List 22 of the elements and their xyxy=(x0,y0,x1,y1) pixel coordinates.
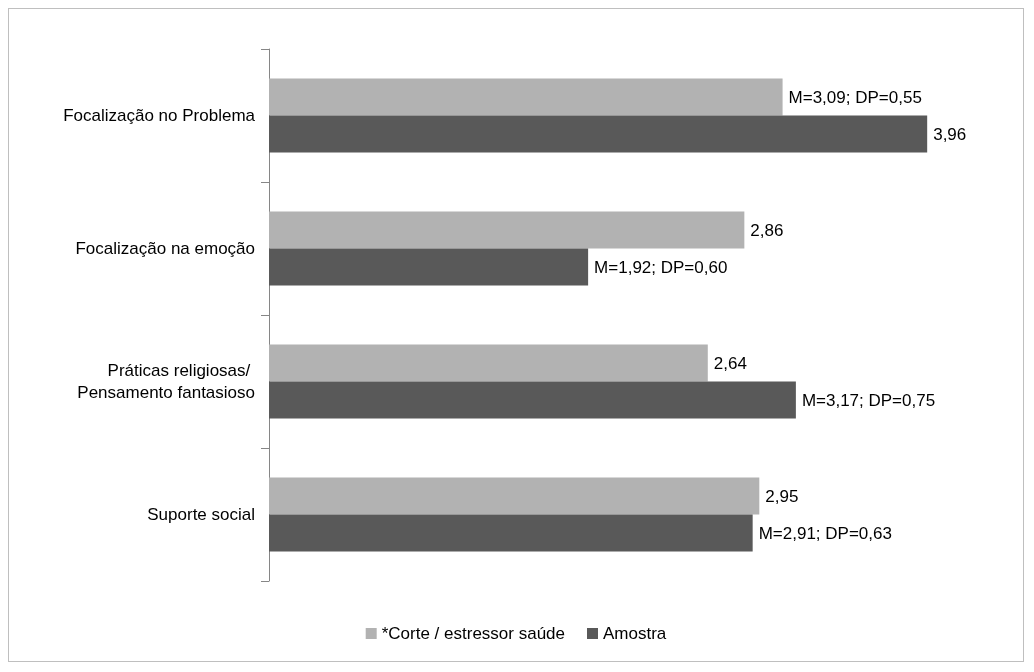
legend-label: Amostra xyxy=(603,624,667,643)
bar xyxy=(269,477,760,515)
data-label: M=3,17; DP=0,75 xyxy=(801,390,936,410)
bar xyxy=(269,514,753,552)
bar xyxy=(269,344,708,382)
y-tick-label: Práticas religiosas/ Pensamento fantasioso xyxy=(77,361,255,402)
bar xyxy=(269,115,928,153)
data-label: M=3,09; DP=0,55 xyxy=(788,87,922,107)
data-label: 2,95 xyxy=(765,486,799,506)
bar xyxy=(269,78,783,116)
data-label: M=1,92; DP=0,60 xyxy=(594,257,728,277)
data-label: 2,86 xyxy=(750,220,784,240)
bar xyxy=(269,381,796,419)
data-label: 3,96 xyxy=(933,124,967,144)
data-label: M=2,91; DP=0,63 xyxy=(758,523,892,543)
data-label: 2,64 xyxy=(713,353,747,373)
bar xyxy=(269,248,589,286)
bar xyxy=(269,211,745,249)
legend-label: *Corte / estressor saúde xyxy=(381,624,566,643)
y-tick-label: Focalização na emoção xyxy=(75,239,255,258)
y-tick-label: Focalização no Problema xyxy=(63,106,256,125)
y-tick-label: Suporte social xyxy=(147,505,255,524)
